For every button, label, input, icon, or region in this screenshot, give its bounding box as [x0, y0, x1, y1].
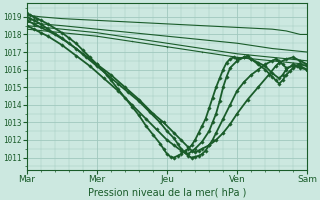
X-axis label: Pression niveau de la mer( hPa ): Pression niveau de la mer( hPa ) [88, 187, 246, 197]
